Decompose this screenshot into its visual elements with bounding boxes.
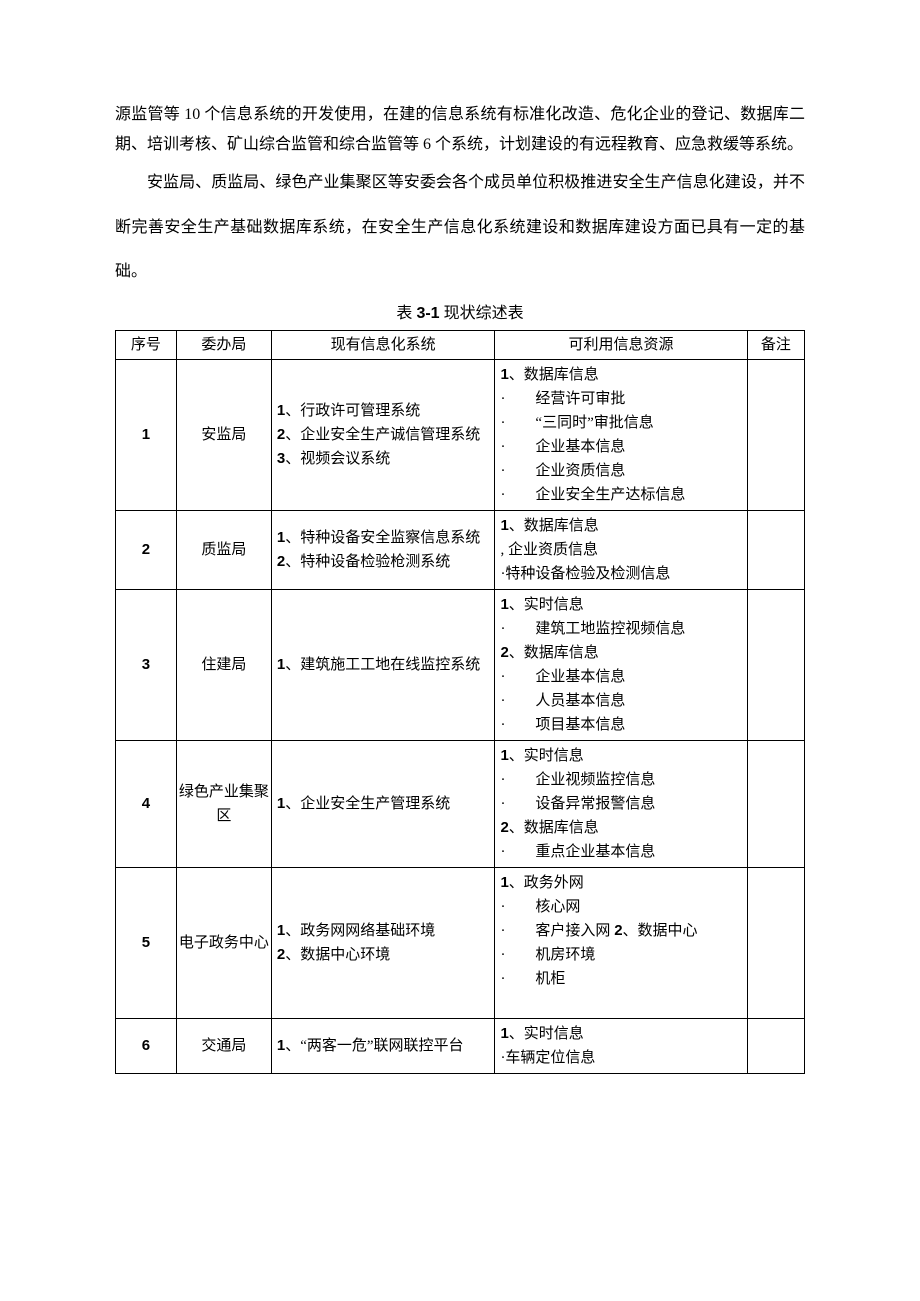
cell-seq: 6 [116, 1018, 177, 1073]
table-row: 3住建局1、建筑施工工地在线监控系统1、实时信息· 建筑工地监控视频信息2、数据… [116, 589, 805, 740]
cell-res: 1、数据库信息, 企业资质信息·特种设备检验及检测信息 [495, 510, 747, 589]
th-dept: 委办局 [176, 330, 271, 359]
cell-seq: 2 [116, 510, 177, 589]
th-note: 备注 [747, 330, 804, 359]
cell-note [747, 867, 804, 1018]
table-row: 4绿色产业集聚区1、企业安全生产管理系统1、实时信息· 企业视频监控信息· 设备… [116, 740, 805, 867]
table-row: 6交通局1、“两客一危”联网联控平台1、实时信息·车辆定位信息 [116, 1018, 805, 1073]
cell-note [747, 359, 804, 510]
cell-res: 1、数据库信息· 经营许可审批· “三同时”审批信息· 企业基本信息· 企业资质… [495, 359, 747, 510]
cell-sys: 1、企业安全生产管理系统 [271, 740, 495, 867]
table-row: 5电子政务中心1、政务网网络基础环境2、数据中心环境1、政务外网· 核心网· 客… [116, 867, 805, 1018]
cell-dept: 安监局 [176, 359, 271, 510]
cell-dept: 住建局 [176, 589, 271, 740]
paragraph-1: 源监管等 10 个信息系统的开发使用，在建的信息系统有标准化改造、危化企业的登记… [115, 100, 805, 161]
cell-sys: 1、特种设备安全监察信息系统2、特种设备检验枪测系统 [271, 510, 495, 589]
caption-prefix: 表 [396, 305, 416, 322]
table-header-row: 序号 委办局 现有信息化系统 可利用信息资源 备注 [116, 330, 805, 359]
th-seq: 序号 [116, 330, 177, 359]
cell-res: 1、实时信息·车辆定位信息 [495, 1018, 747, 1073]
cell-note [747, 740, 804, 867]
cell-res: 1、实时信息· 建筑工地监控视频信息2、数据库信息· 企业基本信息· 人员基本信… [495, 589, 747, 740]
paragraph-2: 安监局、质监局、绿色产业集聚区等安委会各个成员单位积极推进安全生产信息化建设，并… [115, 161, 805, 295]
cell-sys: 1、政务网网络基础环境2、数据中心环境 [271, 867, 495, 1018]
cell-note [747, 1018, 804, 1073]
cell-res: 1、政务外网· 核心网· 客户接入网 2、数据中心· 机房环境· 机柜 [495, 867, 747, 1018]
cell-sys: 1、行政许可管理系统2、企业安全生产诚信管理系统3、视频会议系统 [271, 359, 495, 510]
table-row: 2质监局1、特种设备安全监察信息系统2、特种设备检验枪测系统1、数据库信息, 企… [116, 510, 805, 589]
cell-seq: 5 [116, 867, 177, 1018]
cell-sys: 1、“两客一危”联网联控平台 [271, 1018, 495, 1073]
table-body: 1安监局1、行政许可管理系统2、企业安全生产诚信管理系统3、视频会议系统1、数据… [116, 359, 805, 1073]
table-caption: 表 3-1 现状综述表 [115, 299, 805, 329]
cell-note [747, 589, 804, 740]
cell-dept: 交通局 [176, 1018, 271, 1073]
cell-dept: 电子政务中心 [176, 867, 271, 1018]
cell-sys: 1、建筑施工工地在线监控系统 [271, 589, 495, 740]
cell-seq: 4 [116, 740, 177, 867]
caption-num: 3-1 [416, 305, 439, 322]
cell-note [747, 510, 804, 589]
caption-suffix: 现状综述表 [440, 305, 524, 322]
cell-seq: 1 [116, 359, 177, 510]
th-res: 可利用信息资源 [495, 330, 747, 359]
th-sys: 现有信息化系统 [271, 330, 495, 359]
table-row: 1安监局1、行政许可管理系统2、企业安全生产诚信管理系统3、视频会议系统1、数据… [116, 359, 805, 510]
cell-res: 1、实时信息· 企业视频监控信息· 设备异常报警信息2、数据库信息· 重点企业基… [495, 740, 747, 867]
cell-dept: 绿色产业集聚区 [176, 740, 271, 867]
status-table: 序号 委办局 现有信息化系统 可利用信息资源 备注 1安监局1、行政许可管理系统… [115, 330, 805, 1074]
cell-dept: 质监局 [176, 510, 271, 589]
cell-seq: 3 [116, 589, 177, 740]
